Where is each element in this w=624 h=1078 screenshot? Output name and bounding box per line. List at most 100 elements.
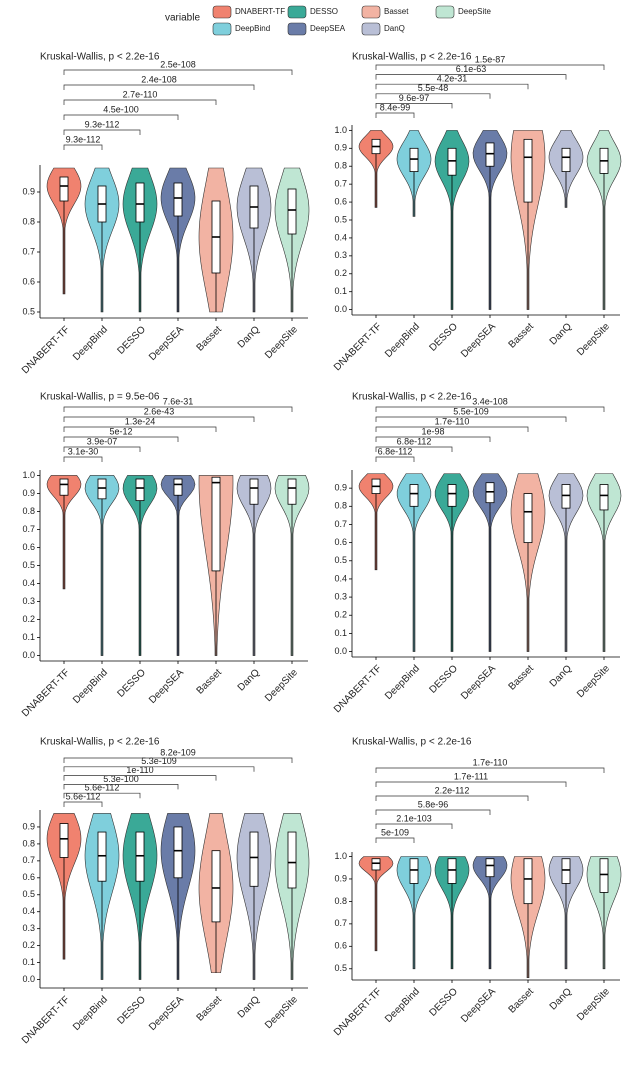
box [287, 831, 297, 889]
y-tick-label: 0.8 [334, 501, 347, 511]
x-tick-label: DeepBind [383, 321, 422, 360]
significance-bracket [375, 446, 453, 452]
p-value-label: 1.5e-87 [475, 54, 506, 64]
box [409, 147, 419, 173]
box [561, 484, 571, 509]
y-tick-label: 0.6 [22, 542, 35, 552]
significance-bracket [63, 416, 255, 422]
p-value-label: 1.7e-110 [435, 416, 470, 426]
x-tick-label: DESSO [427, 321, 460, 354]
y-tick-label: 0.6 [22, 872, 35, 882]
panel-title: Kruskal-Wallis, p < 2.2e-16 [40, 52, 160, 63]
significance-bracket [63, 446, 141, 452]
x-tick-label: DeepBind [383, 663, 422, 702]
box [599, 484, 609, 511]
significance-bracket [63, 129, 141, 135]
p-value-label: 5.5e-48 [418, 83, 449, 93]
p-value-label: 1.3e-24 [125, 416, 156, 426]
x-tick-label: DanQ [236, 324, 262, 350]
significance-bracket [63, 801, 103, 807]
x-tick-label: DeepSEA [459, 321, 498, 360]
x-tick-label: Basset [195, 324, 225, 354]
y-tick-label: 0.4 [22, 906, 35, 916]
x-tick-label: DeepSite [575, 986, 612, 1023]
y-tick-label: 0.1 [334, 286, 347, 296]
significance-bracket [375, 809, 491, 815]
x-tick-label: Basset [507, 663, 537, 693]
p-value-label: 1e-110 [126, 765, 153, 775]
significance-bracket [375, 112, 415, 118]
box [447, 147, 457, 176]
y-tick-label: 0.3 [22, 923, 35, 933]
box [371, 858, 381, 871]
significance-bracket [375, 837, 415, 843]
x-tick-label: DNABERT-TF [332, 986, 384, 1038]
box [447, 484, 457, 507]
box [173, 826, 183, 879]
p-value-label: 5.3e-100 [103, 774, 139, 784]
panel-title: Kruskal-Wallis, p = 9.5e-06 [40, 392, 160, 403]
y-tick-label: 0.9 [334, 483, 347, 493]
significance-bracket [375, 795, 529, 801]
box [561, 147, 571, 173]
y-tick-label: 0.9 [22, 488, 35, 498]
box [173, 182, 183, 217]
x-tick-label: DeepSEA [459, 986, 498, 1025]
legend-swatch [287, 5, 307, 19]
box [485, 482, 495, 504]
legend-label: DESSO [310, 7, 338, 16]
x-tick-label: Basset [507, 986, 537, 1016]
y-tick-label: 0.7 [22, 246, 35, 256]
box [287, 188, 297, 235]
legend-title: variable [165, 13, 200, 24]
x-tick-label: DeepSite [263, 994, 300, 1031]
significance-bracket [63, 84, 255, 90]
y-tick-label: 0.5 [334, 214, 347, 224]
x-tick-label: DeepSEA [459, 663, 498, 702]
x-tick-label: DeepSite [575, 663, 612, 700]
box [409, 484, 419, 507]
x-tick-label: DanQ [236, 667, 262, 693]
legend-swatch [287, 22, 307, 36]
panel-title: Kruskal-Wallis, p < 2.2e-16 [40, 737, 160, 748]
p-value-label: 5.5e-109 [453, 406, 489, 416]
significance-bracket [375, 103, 453, 109]
x-tick-label: DeepSite [263, 324, 300, 361]
y-tick-label: 0.2 [22, 614, 35, 624]
box [523, 858, 533, 905]
p-value-label: 5e-109 [381, 827, 409, 837]
x-tick-label: DESSO [115, 667, 148, 700]
p-value-label: 2.6e-43 [144, 406, 175, 416]
x-tick-label: DeepBind [383, 986, 422, 1025]
significance-bracket [375, 93, 491, 99]
box [59, 176, 69, 202]
y-tick-label: 0.4 [334, 232, 347, 242]
significance-bracket [63, 426, 217, 432]
p-value-label: 1.7e-111 [454, 771, 488, 781]
box [173, 478, 183, 496]
p-value-label: 5.8e-96 [418, 799, 449, 809]
y-tick-label: 0.7 [22, 524, 35, 534]
legend-label: DeepSEA [310, 24, 346, 33]
y-tick-label: 0.0 [334, 646, 347, 656]
significance-bracket [375, 823, 453, 829]
x-tick-label: DNABERT-TF [332, 663, 384, 715]
x-tick-label: DeepSEA [147, 324, 186, 363]
x-tick-label: DeepBind [71, 667, 110, 706]
x-tick-label: DanQ [548, 321, 574, 347]
p-value-label: 8.2e-109 [160, 747, 196, 757]
y-tick-label: 0.2 [22, 940, 35, 950]
y-tick-label: 0.8 [22, 216, 35, 226]
significance-bracket [63, 775, 217, 781]
panel-title: Kruskal-Wallis, p < 2.2e-16 [352, 52, 472, 63]
p-value-label: 6.1e-63 [456, 64, 487, 74]
x-tick-label: DNABERT-TF [20, 667, 72, 719]
significance-bracket [63, 792, 141, 799]
x-tick-label: DESSO [427, 986, 460, 1019]
x-tick-label: DanQ [548, 986, 574, 1012]
box [135, 831, 145, 882]
x-tick-label: Basset [195, 994, 225, 1024]
y-tick-label: 0.9 [22, 821, 35, 831]
y-tick-label: 0.2 [334, 268, 347, 278]
box [523, 138, 533, 203]
